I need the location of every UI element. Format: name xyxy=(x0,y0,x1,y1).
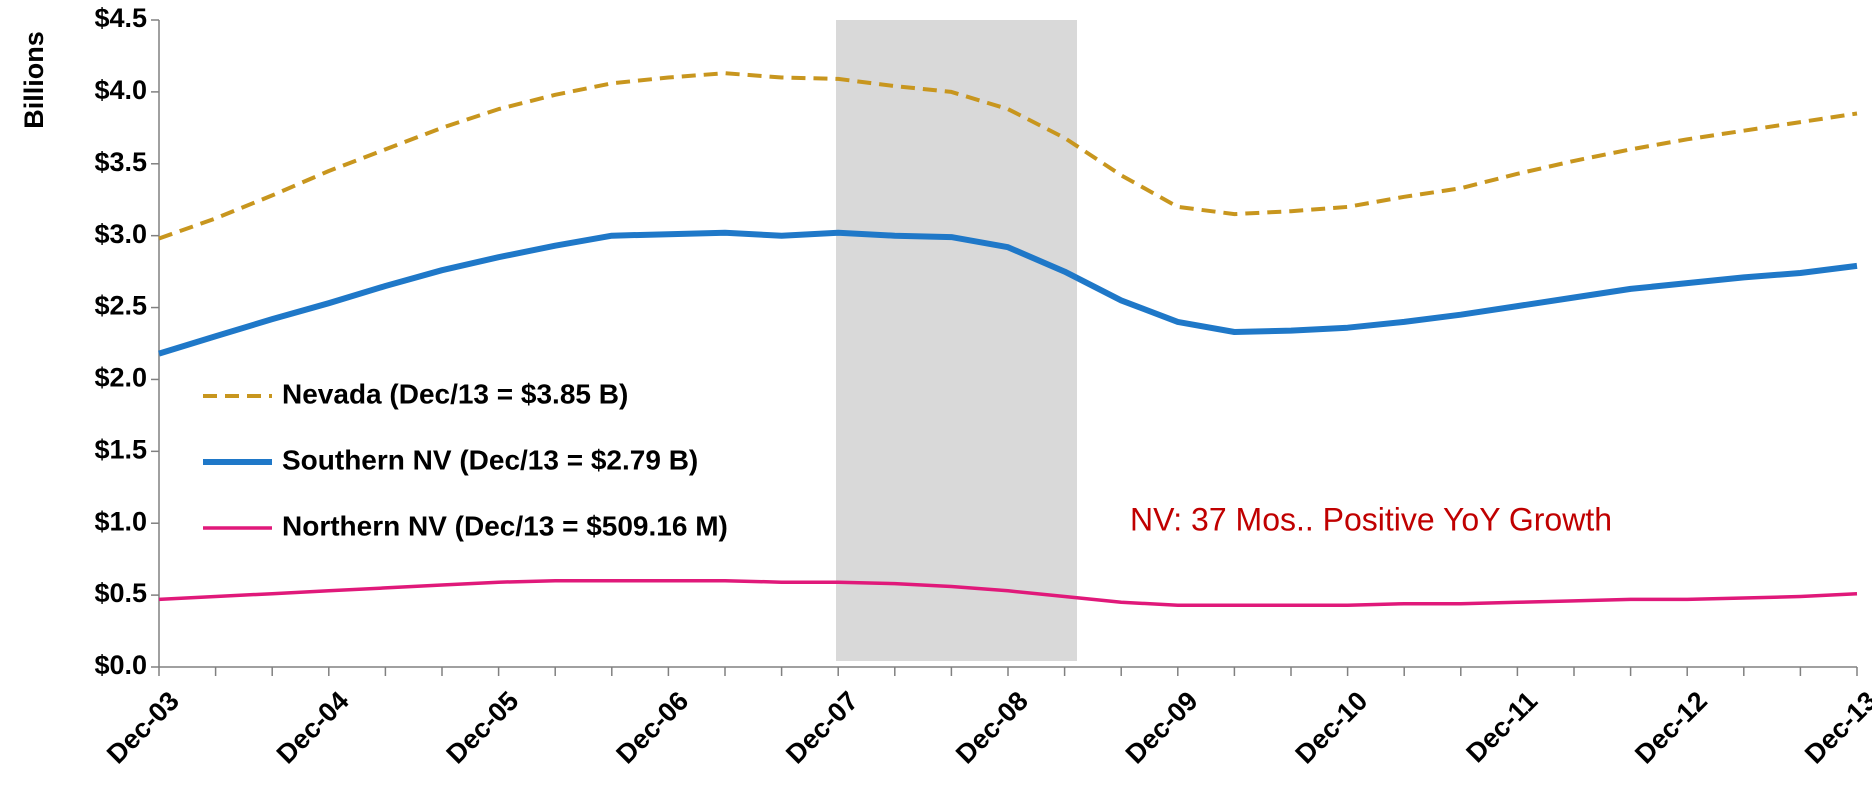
series-line xyxy=(158,578,1858,607)
y-tick-label: $4.5 xyxy=(94,3,147,33)
x-tick-label: Dec-09 xyxy=(1120,686,1204,770)
y-tick-label: $0.0 xyxy=(94,650,147,680)
x-tick-label: Dec-10 xyxy=(1290,686,1374,770)
y-tick-label: $3.5 xyxy=(94,147,147,177)
y-tick-label: $1.0 xyxy=(94,506,147,536)
series-line xyxy=(158,71,1858,241)
x-tick-label: Dec-04 xyxy=(271,686,355,770)
x-tick-label: Dec-05 xyxy=(441,686,525,770)
x-tick-label: Dec-08 xyxy=(950,686,1034,770)
y-tick-label: $2.5 xyxy=(94,291,147,321)
legend-label: Northern NV (Dec/13 = $509.16 M) xyxy=(282,510,728,541)
y-tick-label: $0.5 xyxy=(94,578,147,608)
y-tick-label: $2.0 xyxy=(94,363,147,393)
x-tick-label: Dec-11 xyxy=(1460,686,1543,769)
x-tick-label: Dec-06 xyxy=(610,686,694,770)
y-tick-label: $1.5 xyxy=(94,434,147,464)
x-tick-label: Dec-07 xyxy=(780,686,864,770)
x-tick-label: Dec-03 xyxy=(101,686,185,770)
y-tick-label: $3.0 xyxy=(94,219,147,249)
x-tick-label: Dec-13 xyxy=(1799,686,1872,770)
series-line xyxy=(158,229,1858,357)
legend-label: Southern NV (Dec/13 = $2.79 B) xyxy=(282,444,698,475)
y-axis-label: Billions xyxy=(19,31,49,129)
x-tick-label: Dec-12 xyxy=(1629,686,1713,770)
recession-band xyxy=(836,20,1077,661)
y-tick-label: $4.0 xyxy=(94,75,147,105)
legend-label: Nevada (Dec/13 = $3.85 B) xyxy=(282,378,628,409)
annotation: NV: 37 Mos.. Positive YoY Growth xyxy=(1130,501,1612,537)
